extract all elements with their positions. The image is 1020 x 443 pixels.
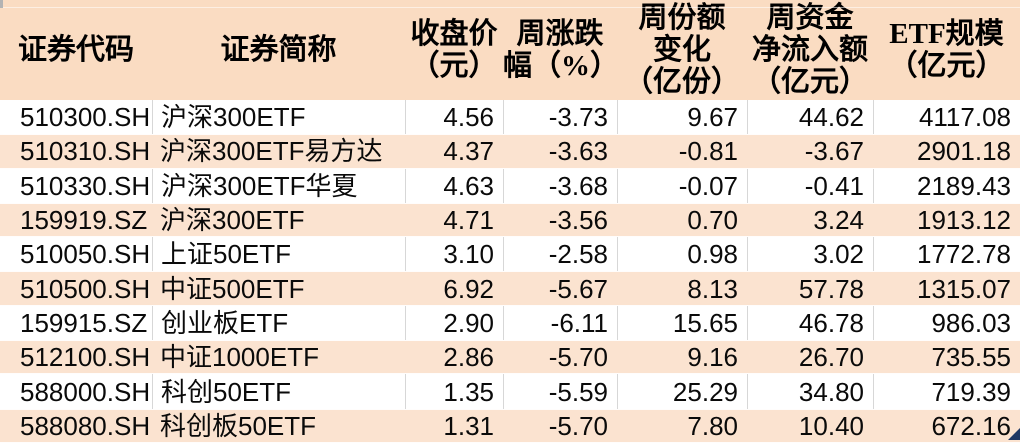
cell-net-inflow[interactable]: 26.70	[798, 342, 864, 373]
cell-close-price[interactable]: 4.56	[405, 100, 503, 135]
cell-share-change[interactable]: 9.67	[617, 100, 747, 135]
cell-share-change[interactable]: 0.98	[617, 237, 747, 272]
cell-security-name[interactable]: 上证50ETF	[152, 237, 405, 272]
cell-etf-scale[interactable]: 2901.18	[917, 136, 1011, 167]
cell-security-code[interactable]: 159919.SZ	[20, 205, 148, 236]
cell-etf-scale[interactable]: 986.03	[873, 305, 1020, 341]
cell-net-inflow[interactable]: 57.78	[798, 273, 864, 304]
cell-weekly-change[interactable]: -3.56	[548, 205, 608, 236]
cell-security-name[interactable]: 中证500ETF	[160, 273, 305, 304]
cell-weekly-change[interactable]: -6.11	[503, 305, 617, 341]
cell-share-change[interactable]: 9.16	[687, 342, 738, 373]
cell-security-name[interactable]: 科创板50ETF	[160, 410, 317, 441]
table-row: 588000.SH 科创50ETF 1.35 -5.59 25.29 34.80…	[0, 374, 1020, 409]
cell-security-code[interactable]: 510310.SH	[20, 136, 151, 167]
cell-net-inflow[interactable]: 46.78	[747, 305, 873, 341]
header-net-inflow[interactable]: 周资金 净流入额 （亿元）	[751, 2, 868, 98]
cell-share-change[interactable]: 8.13	[687, 273, 738, 304]
header-weekly-change[interactable]: 周涨跌 幅（%）	[503, 18, 620, 82]
cell-etf-scale[interactable]: 4117.08	[873, 100, 1020, 135]
cell-etf-scale[interactable]: 672.16	[931, 410, 1011, 441]
cell-close-price[interactable]: 1.35	[405, 374, 503, 409]
table-row: 512100.SH 中证1000ETF 2.86 -5.70 9.16 26.7…	[0, 340, 1020, 375]
cell-weekly-change[interactable]: -3.63	[548, 136, 608, 167]
cell-security-code[interactable]: 512100.SH	[20, 342, 151, 373]
cell-share-change[interactable]: -0.07	[617, 168, 747, 203]
cell-close-price[interactable]: 4.71	[443, 205, 494, 236]
cell-net-inflow[interactable]: 34.80	[747, 374, 873, 409]
cell-share-change[interactable]: -0.81	[678, 136, 738, 167]
cell-security-name[interactable]: 创业板ETF	[152, 305, 405, 341]
cell-weekly-change[interactable]: -5.59	[503, 374, 617, 409]
table-row: 159915.SZ 创业板ETF 2.90 -6.11 15.65 46.78 …	[0, 305, 1020, 341]
table-header-row: 证券代码 证券简称 收盘价 （元） 周涨跌 幅（%） 周份额 变化 （亿份） 周…	[0, 0, 1020, 100]
table-row: 159919.SZ 沪深300ETF 4.71 -3.56 0.70 3.24 …	[0, 202, 1020, 238]
cell-net-inflow[interactable]: 3.24	[813, 205, 864, 236]
cell-share-change[interactable]: 25.29	[617, 374, 747, 409]
cell-weekly-change[interactable]: -3.68	[503, 168, 617, 203]
cell-net-inflow[interactable]: 3.02	[747, 237, 873, 272]
header-etf-scale[interactable]: ETF规模 （亿元）	[888, 18, 1005, 82]
cell-share-change[interactable]: 0.70	[687, 205, 738, 236]
cell-close-price[interactable]: 4.37	[443, 136, 494, 167]
cell-etf-scale[interactable]: 1315.07	[917, 273, 1011, 304]
cell-security-code[interactable]: 510330.SH	[20, 170, 151, 201]
cell-security-code[interactable]: 510050.SH	[20, 239, 151, 270]
cell-etf-scale[interactable]: 719.39	[873, 374, 1020, 409]
cell-share-change[interactable]: 7.80	[687, 410, 738, 441]
cell-security-code[interactable]: 588080.SH	[20, 410, 151, 441]
table-row: 510500.SH 中证500ETF 6.92 -5.67 8.13 57.78…	[0, 271, 1020, 306]
header-gridline-artifact	[0, 7, 1020, 8]
cell-net-inflow[interactable]: -0.41	[747, 168, 873, 203]
cell-net-inflow[interactable]: -3.67	[804, 136, 864, 167]
cell-security-name[interactable]: 沪深300ETF	[160, 205, 305, 236]
fill-handle-icon[interactable]	[1008, 428, 1020, 440]
header-close-price[interactable]: 收盘价 （元）	[410, 18, 498, 82]
cell-weekly-change[interactable]: -5.67	[548, 273, 608, 304]
header-security-name[interactable]: 证券简称	[220, 34, 337, 66]
cell-security-name[interactable]: 沪深300ETF易方达	[160, 136, 383, 167]
cell-security-name[interactable]: 中证1000ETF	[160, 342, 319, 373]
cell-security-code[interactable]: 588000.SH	[20, 376, 151, 407]
cell-security-code[interactable]: 510300.SH	[20, 102, 151, 133]
cell-net-inflow[interactable]: 44.62	[747, 100, 873, 135]
table-row: 510050.SH 上证50ETF 3.10 -2.58 0.98 3.02 1…	[0, 237, 1020, 272]
cell-close-price[interactable]: 2.86	[443, 342, 494, 373]
cell-weekly-change[interactable]: -3.73	[503, 100, 617, 135]
cell-security-name[interactable]: 科创50ETF	[152, 374, 405, 409]
table-row: 588080.SH 科创板50ETF 1.31 -5.70 7.80 10.40…	[0, 408, 1020, 443]
cell-security-name[interactable]: 沪深300ETF华夏	[152, 168, 405, 203]
cell-security-code[interactable]: 159915.SZ	[20, 307, 148, 338]
header-security-code[interactable]: 证券代码	[17, 34, 134, 66]
cell-etf-scale[interactable]: 2189.43	[873, 168, 1020, 203]
cell-security-code[interactable]: 510500.SH	[20, 273, 151, 304]
cell-close-price[interactable]: 3.10	[405, 237, 503, 272]
cell-close-price[interactable]: 1.31	[443, 410, 494, 441]
header-share-change[interactable]: 周份额 变化 （亿份）	[623, 2, 740, 98]
table-row: 510330.SH 沪深300ETF华夏 4.63 -3.68 -0.07 -0…	[0, 168, 1020, 203]
cell-share-change[interactable]: 15.65	[617, 305, 747, 341]
cell-close-price[interactable]: 4.63	[405, 168, 503, 203]
cell-close-price[interactable]: 6.92	[443, 273, 494, 304]
table-row: 510310.SH 沪深300ETF易方达 4.37 -3.63 -0.81 -…	[0, 134, 1020, 169]
cell-net-inflow[interactable]: 10.40	[798, 410, 864, 441]
cell-close-price[interactable]: 2.90	[405, 305, 503, 341]
cell-etf-scale[interactable]: 735.55	[931, 342, 1011, 373]
corner-artifact	[0, 0, 3, 8]
cell-weekly-change[interactable]: -5.70	[548, 410, 608, 441]
table-row: 510300.SH 沪深300ETF 4.56 -3.73 9.67 44.62…	[0, 100, 1020, 135]
cell-weekly-change[interactable]: -5.70	[548, 342, 608, 373]
cell-etf-scale[interactable]: 1913.12	[917, 205, 1011, 236]
cell-etf-scale[interactable]: 1772.78	[873, 237, 1020, 272]
cell-weekly-change[interactable]: -2.58	[503, 237, 617, 272]
cell-security-name[interactable]: 沪深300ETF	[152, 100, 405, 135]
